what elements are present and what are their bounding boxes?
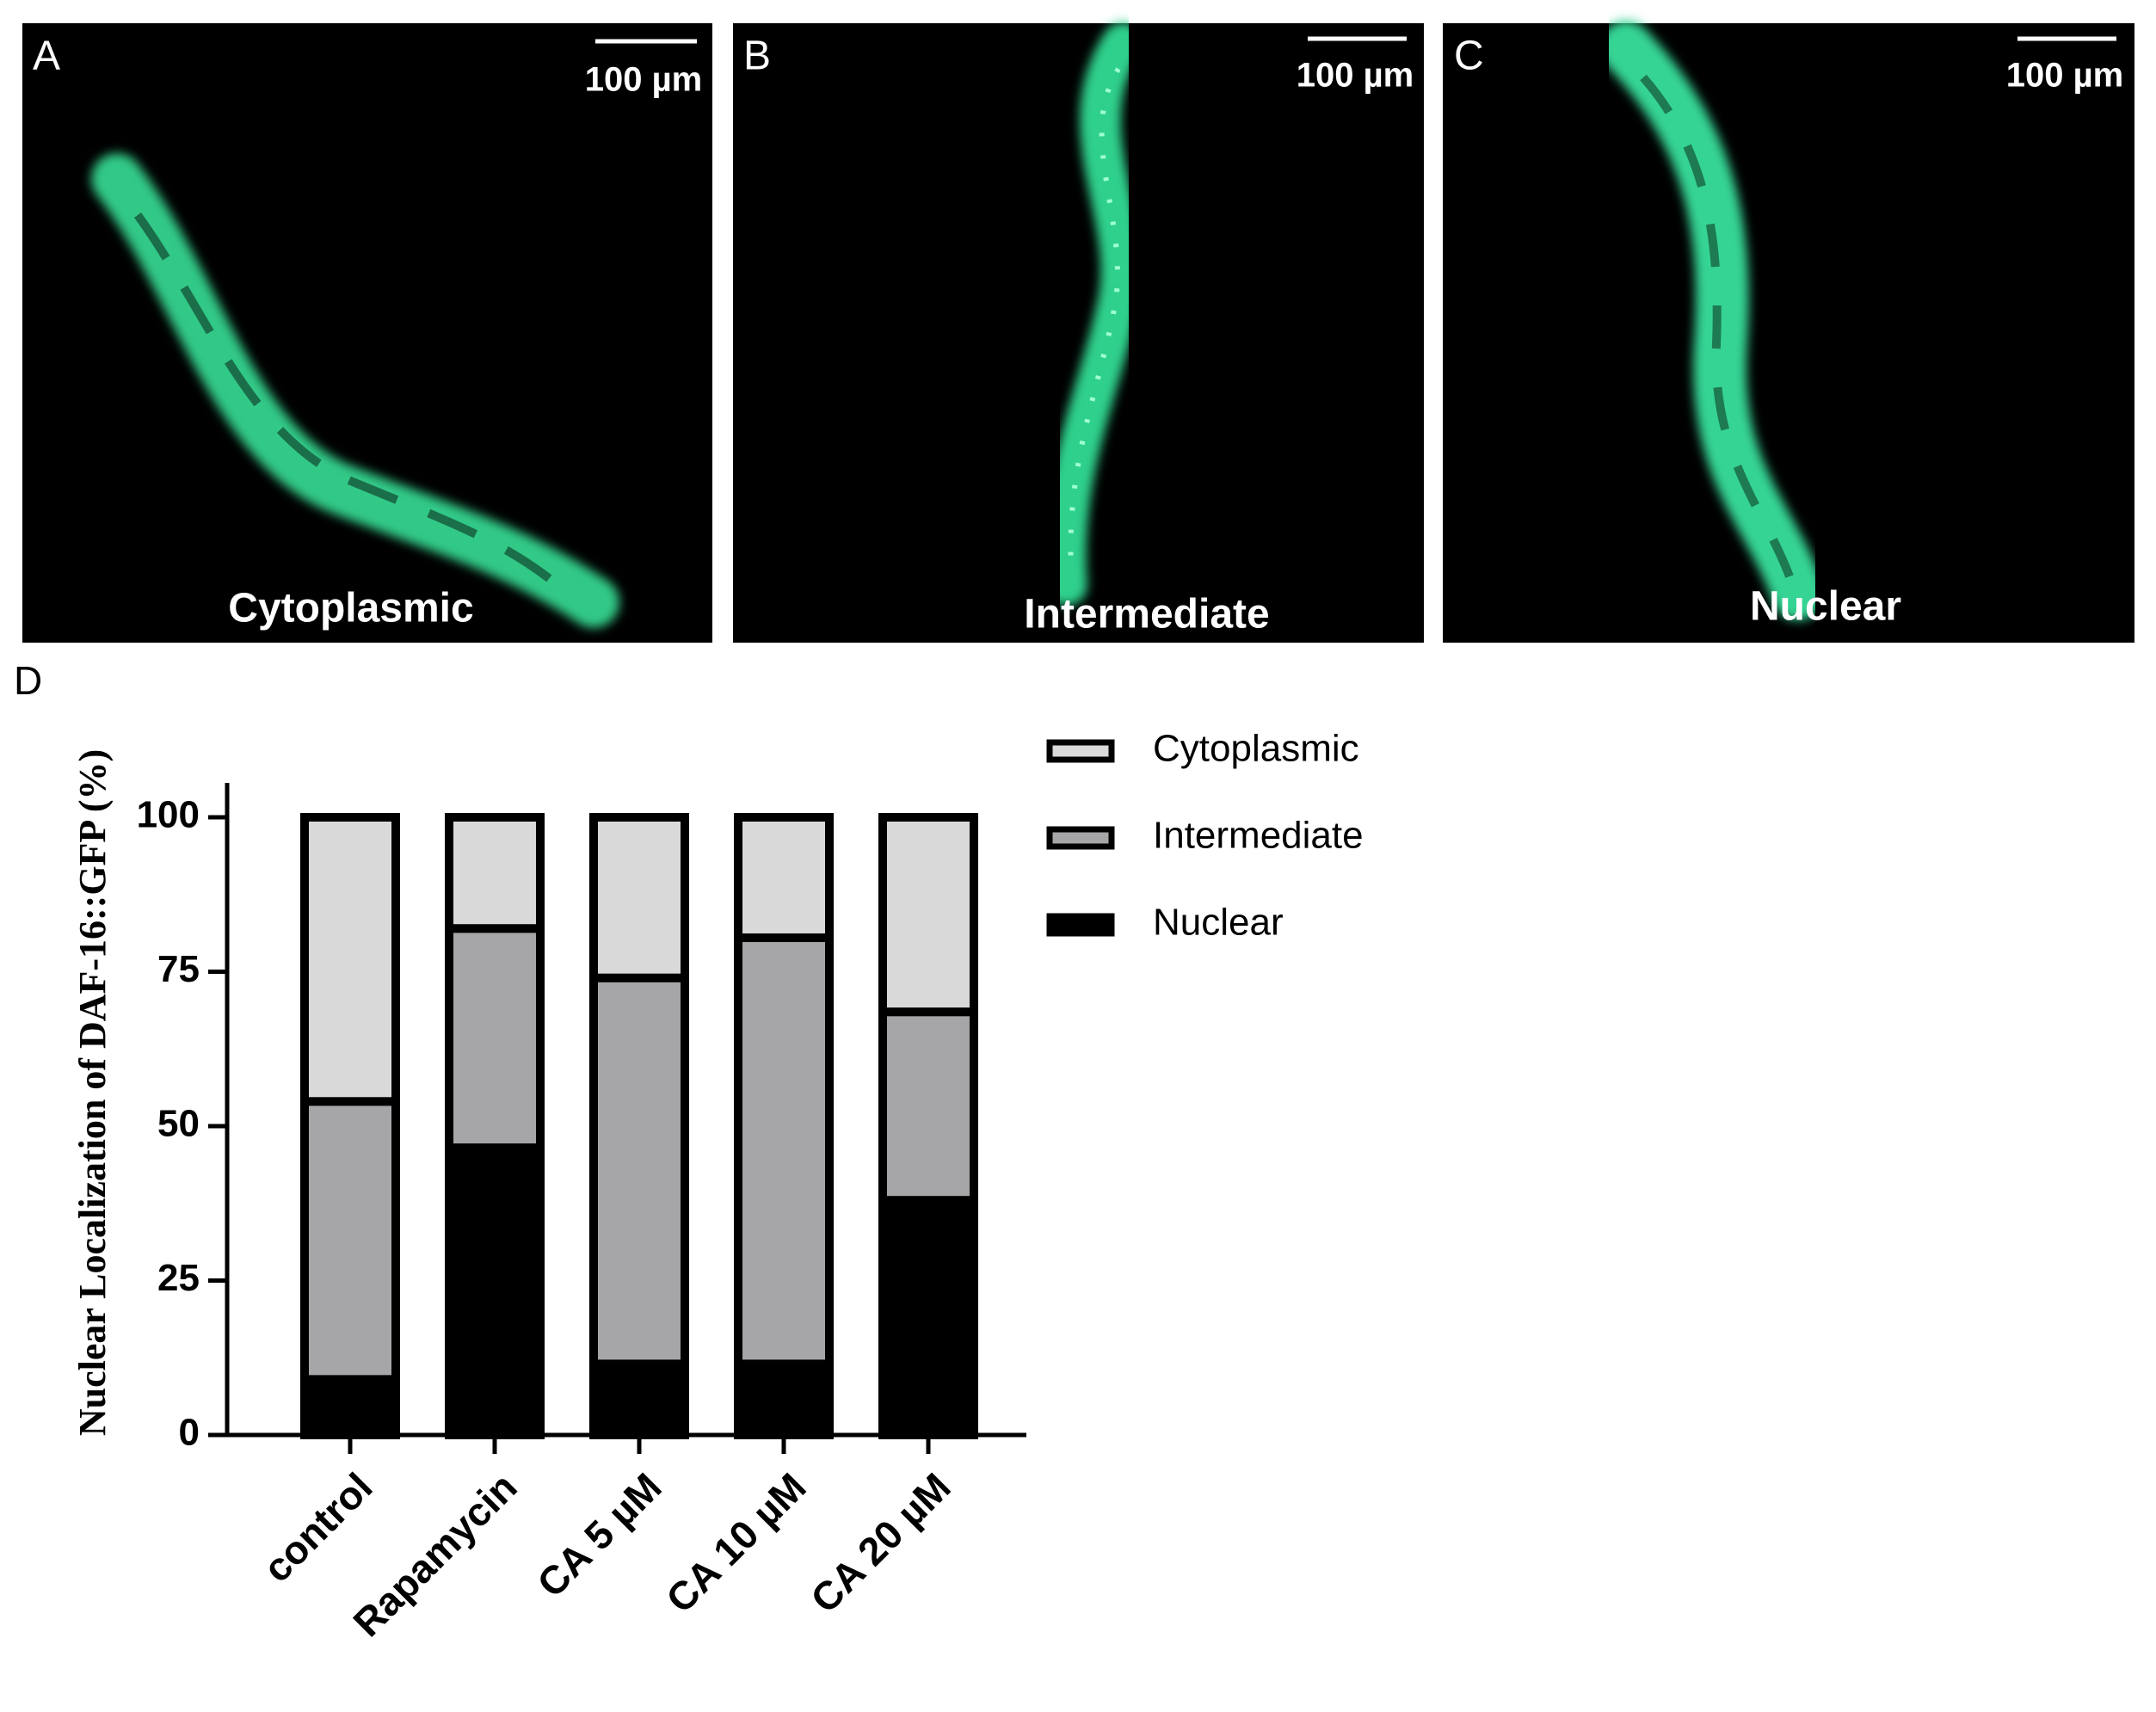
y-tick-label: 0 (179, 1412, 200, 1454)
panel-c: C 100 µm Nuclear (1443, 21, 2134, 643)
y-tick-label: 100 (137, 794, 200, 836)
legend-label: Nuclear (1153, 902, 1284, 944)
panel-letter: B (743, 34, 771, 79)
scale-bar-label: 100 µm (585, 61, 702, 99)
bar-segment (589, 973, 689, 1369)
bar-segment (445, 924, 545, 1153)
worm-gut (1640, 74, 1794, 578)
bar-segment (300, 1097, 400, 1384)
micrograph (22, 23, 712, 643)
y-tick-label: 50 (157, 1103, 200, 1145)
panel-caption: Intermediate (1024, 592, 1269, 637)
worm-gut (133, 212, 571, 597)
bar-segment (589, 813, 689, 982)
panel-caption: Nuclear (1750, 584, 1901, 630)
scale-bar-label: 100 µm (1297, 57, 1414, 95)
panel-b: B 100 µm Intermediate (733, 22, 1424, 643)
y-axis-title: Nuclear Localization of DAF-16::GFP (%) (71, 749, 114, 1436)
chart: D Nuclear Localization of DAF-16::GFP (%… (14, 658, 1364, 1645)
x-tick-label: control (255, 1464, 381, 1591)
legend-swatch (1046, 739, 1115, 763)
bar-segment (734, 1359, 834, 1440)
bar-segment (589, 1359, 689, 1440)
bar-segment (300, 813, 400, 1106)
worm (1044, 22, 1143, 606)
panel-a: A 100 µm Cytoplasmic (22, 23, 712, 643)
legend-swatch (1046, 913, 1115, 937)
y-tick-label: 25 (157, 1257, 200, 1299)
bar-segment (878, 813, 978, 1017)
x-tick-label: CA 20 µM (802, 1464, 959, 1622)
scale-bar-label: 100 µm (2006, 57, 2123, 95)
bar-segment (734, 933, 834, 1369)
legend-label: Cytoplasmic (1153, 728, 1359, 770)
x-tick-label: CA 5 µM (528, 1464, 670, 1606)
bar-segment (734, 813, 834, 943)
legend-label: Intermediate (1153, 815, 1364, 857)
bar-segment (445, 813, 545, 933)
x-tick-label: CA 10 µM (657, 1464, 815, 1622)
bar-segment (878, 1007, 978, 1205)
bar-segment (878, 1196, 978, 1440)
panel-caption: Cytoplasmic (228, 586, 473, 631)
panel-letter: A (33, 34, 60, 79)
y-tick-label: 75 (157, 948, 200, 990)
worm (1599, 21, 1825, 620)
legend-swatch (1046, 826, 1115, 850)
bar-segment (300, 1375, 400, 1440)
panel-letter: C (1454, 34, 1484, 79)
bar-segment (445, 1143, 545, 1439)
panel-letter: D (14, 658, 42, 703)
